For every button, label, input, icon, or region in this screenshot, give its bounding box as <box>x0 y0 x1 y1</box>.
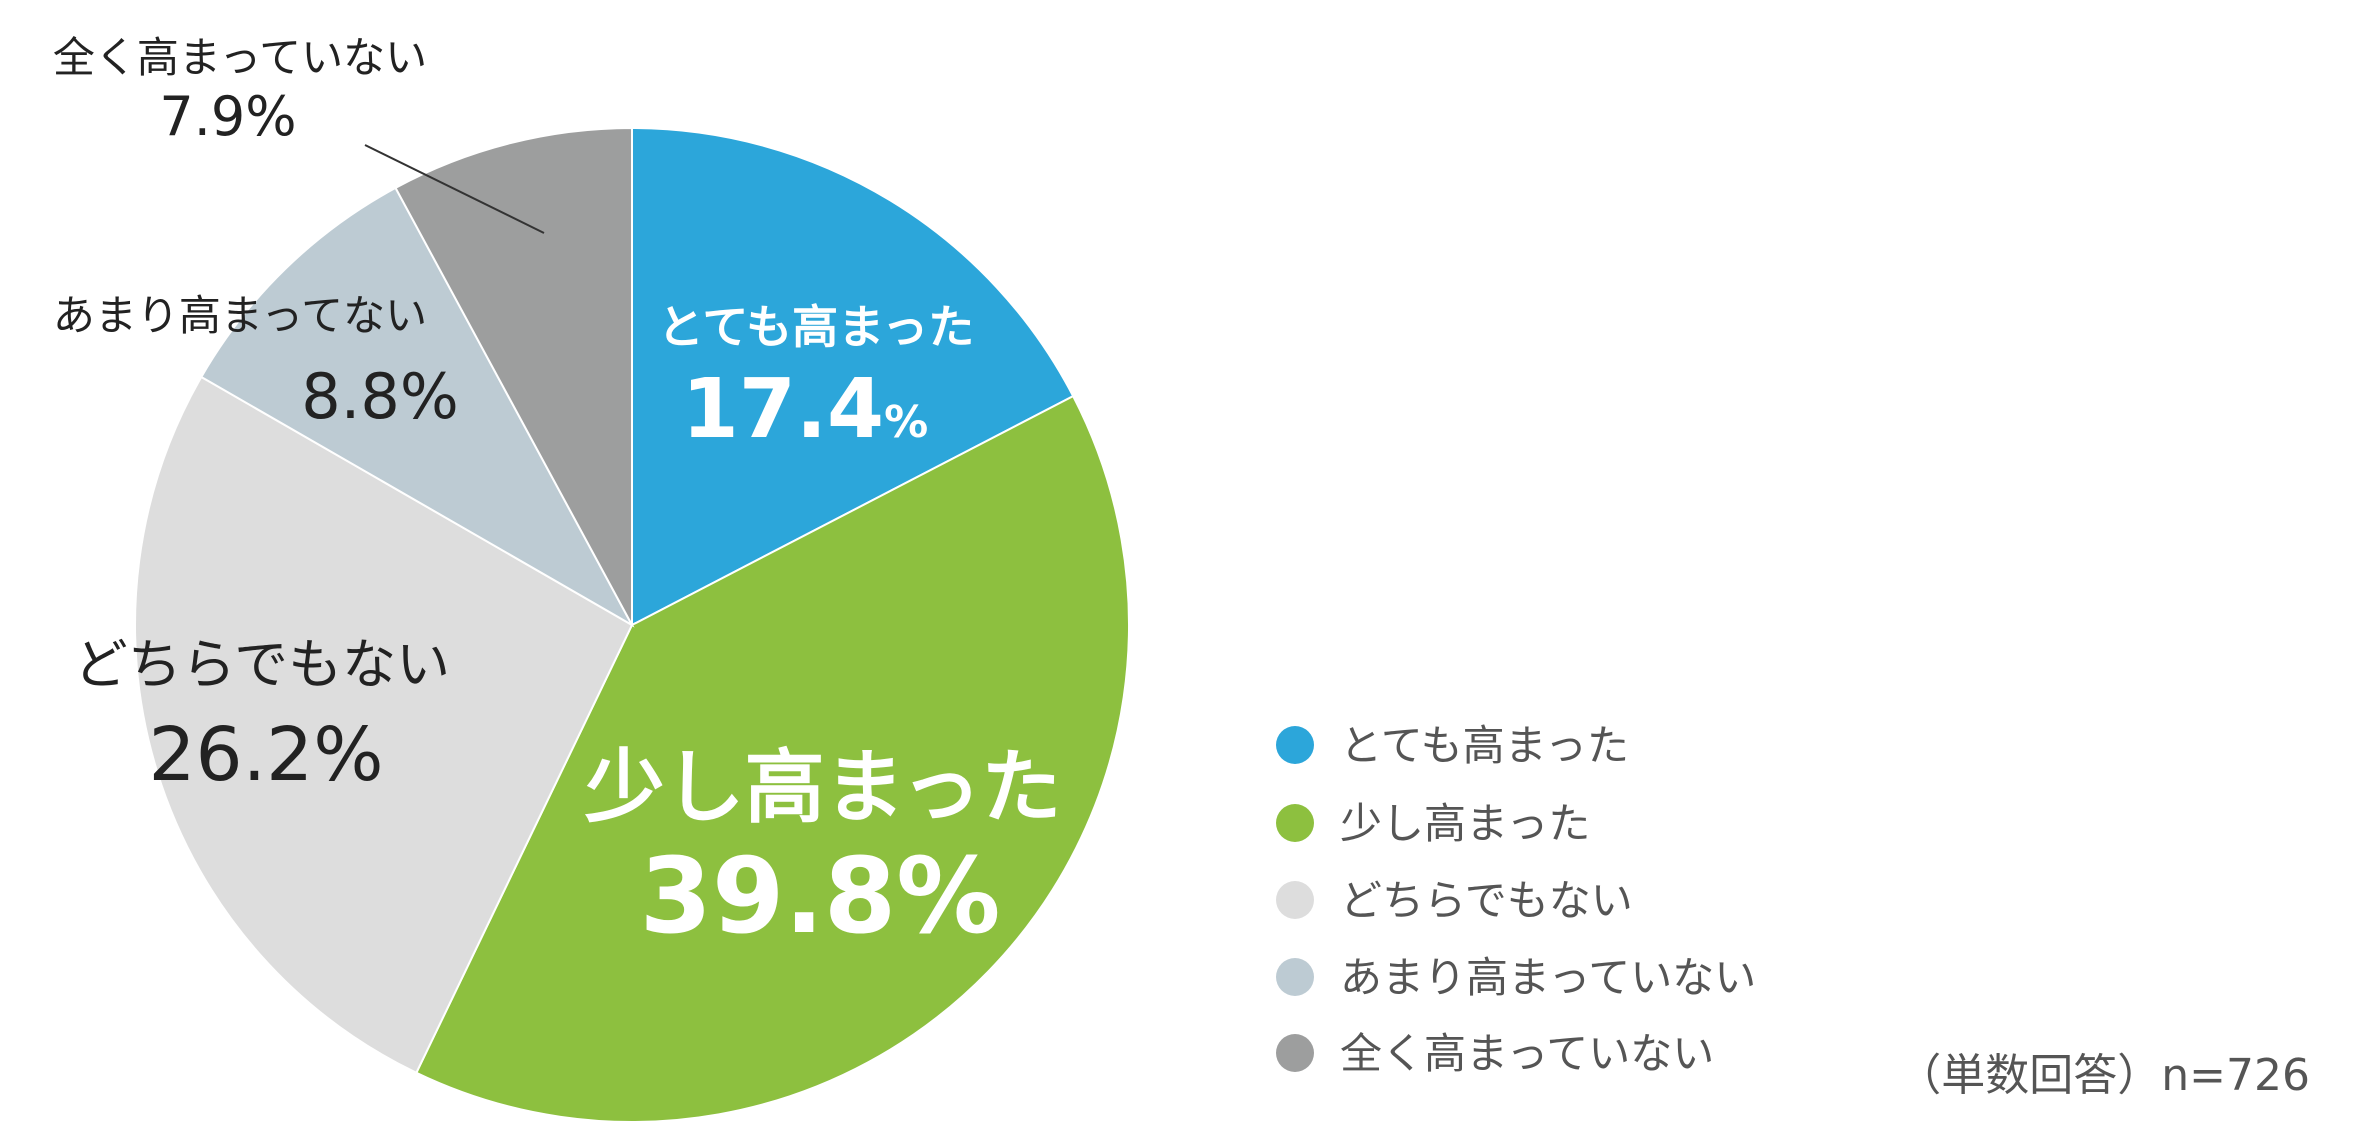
slice-label-value-4: 8.8% <box>301 360 459 433</box>
pie-slice-4 <box>199 186 635 628</box>
slice-label-category-4: あまり高まってない <box>53 291 427 340</box>
legend-label-2: 少し高まった <box>1340 799 1590 848</box>
sample-size-note: （単数回答）n=726 <box>1897 1050 2310 1101</box>
legend-marker-4 <box>1276 958 1314 996</box>
pie-slice-1 <box>631 126 1075 627</box>
legend-label-4: あまり高まっていない <box>1340 953 1756 1002</box>
slice-label-category-5: 全く高まっていない <box>53 33 427 82</box>
slice-value-unit-1: % <box>884 397 928 448</box>
pie-slice-2 <box>415 394 1130 1123</box>
pie-slice-3 <box>134 375 634 1075</box>
leader-line <box>364 144 545 234</box>
legend: とても高まった 少し高まった どちらでもない あまり高まっていない 全く高まって… <box>1276 721 1756 1078</box>
slice-label-value-3: 26.2% <box>148 712 383 798</box>
legend-marker-3 <box>1276 881 1314 919</box>
slice-label-value-2: 39.8% <box>640 835 1001 957</box>
legend-label-5: 全く高まっていない <box>1340 1029 1714 1078</box>
slice-label-category-1: とても高まった <box>658 300 974 354</box>
slice-value-number-1: 17.4 <box>682 362 884 457</box>
slice-label-value-1: 17.4% <box>682 362 928 457</box>
slice-label-category-3: どちらでもない <box>74 633 450 696</box>
legend-label-3: どちらでもない <box>1340 876 1633 925</box>
legend-marker-1 <box>1276 726 1314 764</box>
slice-label-value-5: 7.9% <box>159 85 296 148</box>
legend-label-1: とても高まった <box>1340 721 1629 770</box>
legend-marker-2 <box>1276 804 1314 842</box>
pie-slice-5 <box>394 126 633 626</box>
pie-slices <box>134 126 1130 1123</box>
slice-label-category-2: 少し高まった <box>585 741 1062 834</box>
legend-marker-5 <box>1276 1034 1314 1072</box>
